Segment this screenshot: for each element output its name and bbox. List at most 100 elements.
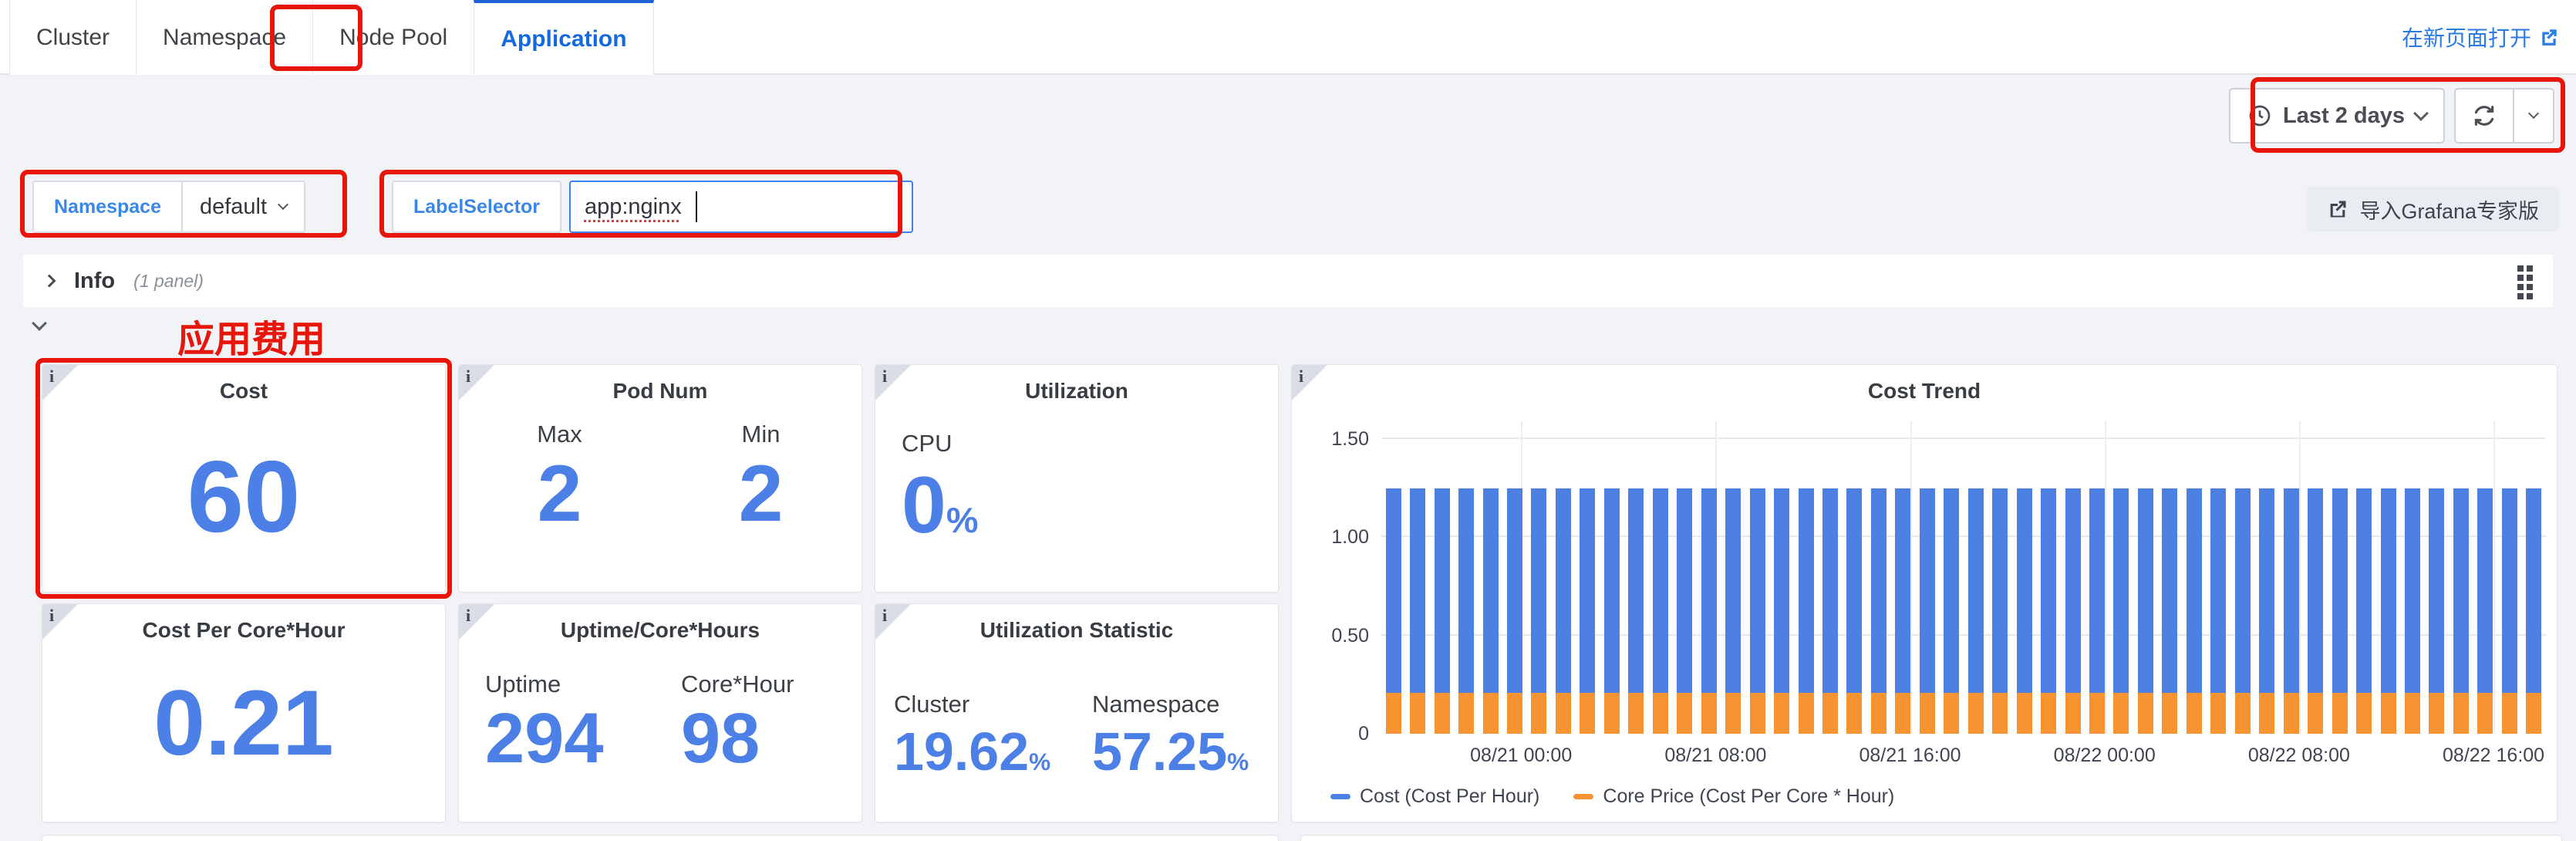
bar-hour-34[interactable]	[2210, 421, 2227, 734]
bar-hour-35[interactable]	[2234, 421, 2251, 734]
info-panel-row[interactable]: Info (1 panel)	[23, 255, 2553, 307]
cost-bar-segment	[2210, 488, 2227, 734]
tab-node-pool[interactable]: Node Pool	[312, 0, 474, 75]
cost-bar-segment	[1580, 488, 1596, 734]
bar-hour-33[interactable]	[2186, 421, 2202, 734]
bar-hour-32[interactable]	[2162, 421, 2178, 734]
tab-namespace[interactable]: Namespace	[136, 0, 313, 75]
core-price-bar-segment	[2404, 692, 2420, 734]
bar-hour-29[interactable]	[2089, 421, 2106, 734]
bar-hour-13[interactable]	[1701, 421, 1717, 734]
bar-hour-30[interactable]	[2113, 421, 2129, 734]
legend-item[interactable]: Cost (Cost Per Hour)	[1330, 785, 1539, 808]
labelselector-input[interactable]: app:nginx	[568, 181, 913, 233]
bar-hour-42[interactable]	[2404, 421, 2420, 734]
bar-hour-37[interactable]	[2283, 421, 2299, 734]
bar-hour-26[interactable]	[2016, 421, 2032, 734]
core-price-bar-segment	[2210, 692, 2227, 734]
namespace-select[interactable]: default	[182, 181, 306, 233]
panel-pod-num-title[interactable]: Pod Num	[612, 379, 708, 403]
tab-application[interactable]: Application	[474, 0, 654, 75]
bar-hour-5[interactable]	[1507, 421, 1523, 734]
bar-hour-46[interactable]	[2501, 421, 2517, 734]
core-price-bar-segment	[2113, 692, 2129, 734]
panel-cost-trend-title[interactable]: Cost Trend	[1867, 379, 1981, 403]
cost-bar-segment	[2380, 488, 2396, 734]
panel-utilization-statistic: i Utilization Statistic Cluster 19.62% N…	[875, 603, 1279, 822]
bar-hour-22[interactable]	[1919, 421, 1935, 734]
collapse-row-chevron-icon[interactable]	[32, 316, 47, 331]
bar-hour-17[interactable]	[1798, 421, 1814, 734]
bar-hour-21[interactable]	[1895, 421, 1911, 734]
bar-hour-28[interactable]	[2065, 421, 2081, 734]
core-price-bar-segment	[1677, 692, 1693, 734]
bar-hour-36[interactable]	[2259, 421, 2275, 734]
bar-hour-27[interactable]	[2041, 421, 2057, 734]
bar-hour-44[interactable]	[2453, 421, 2469, 734]
bar-hour-16[interactable]	[1774, 421, 1790, 734]
panel-cost-per-core-hour-title[interactable]: Cost Per Core*Hour	[142, 618, 346, 642]
bar-hour-39[interactable]	[2332, 421, 2348, 734]
bar-hour-11[interactable]	[1652, 421, 1668, 734]
core-hour-label: Core*Hour	[681, 670, 794, 697]
panel-cost-title[interactable]: Cost	[219, 379, 268, 403]
bar-hour-31[interactable]	[2137, 421, 2153, 734]
cost-bar-segment	[2404, 488, 2420, 734]
tab-list: Cluster Namespace Node Pool Application	[9, 0, 654, 75]
bar-hour-41[interactable]	[2380, 421, 2396, 734]
bar-hour-10[interactable]	[1628, 421, 1644, 734]
panel-utilization-title[interactable]: Utilization	[1025, 379, 1128, 403]
panel-uptime-core-hours-title[interactable]: Uptime/Core*Hours	[560, 618, 760, 642]
bar-hour-25[interactable]	[1992, 421, 2008, 734]
bar-hour-0[interactable]	[1385, 421, 1401, 734]
bar-hour-14[interactable]	[1725, 421, 1741, 734]
chevron-down-icon	[277, 198, 289, 211]
core-price-bar-segment	[1992, 692, 2008, 734]
clock-icon	[2247, 103, 2272, 128]
refresh-interval-dropdown[interactable]	[2513, 90, 2553, 142]
panel-utilization-statistic-title[interactable]: Utilization Statistic	[979, 618, 1174, 642]
y-axis-tick-label: 0.50	[1331, 624, 1369, 647]
import-grafana-button[interactable]: 导入Grafana专家版	[2307, 187, 2559, 231]
core-price-bar-segment	[1482, 692, 1499, 734]
bar-hour-8[interactable]	[1580, 421, 1596, 734]
core-price-bar-segment	[1822, 692, 1838, 734]
open-in-new-page-link[interactable]: 在新页面打开	[2402, 22, 2559, 52]
cost-bar-segment	[2453, 488, 2469, 734]
panel-uptime-core-hours: i Uptime/Core*Hours Uptime 294 Core*Hour…	[458, 603, 862, 822]
cost-bar-segment	[1846, 488, 1863, 734]
cost-bar-segment	[2429, 488, 2445, 734]
tab-cluster[interactable]: Cluster	[9, 0, 137, 75]
bar-hour-19[interactable]	[1846, 421, 1863, 734]
bar-hour-24[interactable]	[1967, 421, 1984, 734]
y-axis-tick-label: 0	[1358, 723, 1369, 745]
cost-trend-plot-area[interactable]	[1381, 421, 2546, 734]
labelselector-input-value: app:nginx	[584, 194, 682, 219]
bar-hour-7[interactable]	[1555, 421, 1571, 734]
bar-hour-12[interactable]	[1677, 421, 1693, 734]
bar-hour-1[interactable]	[1410, 421, 1426, 734]
bar-hour-43[interactable]	[2429, 421, 2445, 734]
refresh-button[interactable]	[2456, 90, 2513, 142]
time-range-picker[interactable]: Last 2 days	[2229, 88, 2445, 144]
bar-hour-6[interactable]	[1531, 421, 1547, 734]
bar-hour-4[interactable]	[1482, 421, 1499, 734]
bar-hour-2[interactable]	[1434, 421, 1450, 734]
legend-item[interactable]: Core Price (Cost Per Core * Hour)	[1573, 785, 1894, 808]
bar-hour-3[interactable]	[1458, 421, 1475, 734]
bar-hour-15[interactable]	[1749, 421, 1765, 734]
bar-hour-47[interactable]	[2526, 421, 2542, 734]
legend-label: Core Price (Cost Per Core * Hour)	[1603, 785, 1895, 807]
core-price-bar-segment	[2041, 692, 2057, 734]
y-axis-tick-label: 1.50	[1331, 427, 1369, 450]
drag-handle-icon[interactable]	[2517, 265, 2533, 299]
bar-hour-40[interactable]	[2356, 421, 2372, 734]
bar-hour-9[interactable]	[1603, 421, 1620, 734]
bar-hour-20[interactable]	[1870, 421, 1886, 734]
bar-hour-18[interactable]	[1822, 421, 1838, 734]
bar-hour-38[interactable]	[2308, 421, 2324, 734]
bar-hour-23[interactable]	[1944, 421, 1960, 734]
bar-hour-45[interactable]	[2477, 421, 2493, 734]
chevron-down-icon	[2527, 107, 2540, 120]
core-price-bar-segment	[1531, 692, 1547, 734]
